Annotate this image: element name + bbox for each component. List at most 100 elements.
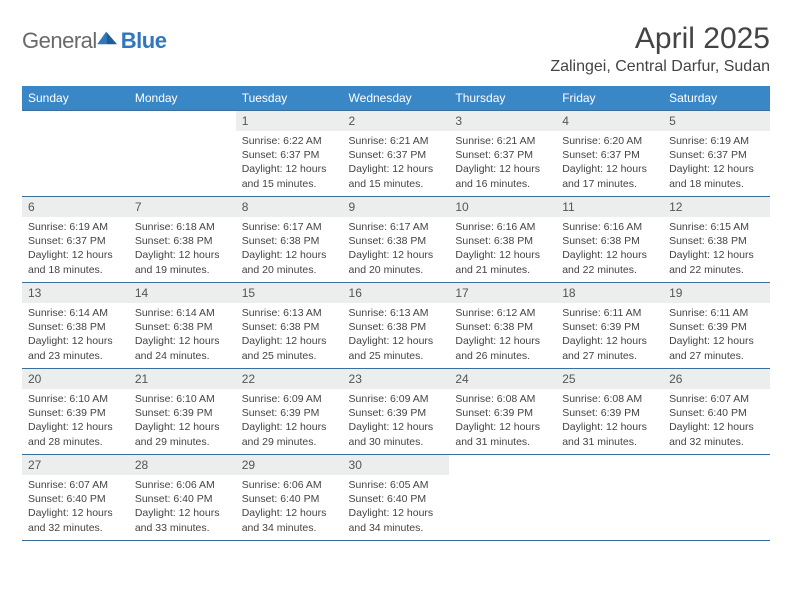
calendar-cell: 4Sunrise: 6:20 AMSunset: 6:37 PMDaylight… — [556, 111, 663, 197]
calendar-cell: 19Sunrise: 6:11 AMSunset: 6:39 PMDayligh… — [663, 283, 770, 369]
day-number: 2 — [343, 111, 450, 131]
calendar-cell: 13Sunrise: 6:14 AMSunset: 6:38 PMDayligh… — [22, 283, 129, 369]
calendar-cell: 8Sunrise: 6:17 AMSunset: 6:38 PMDaylight… — [236, 197, 343, 283]
calendar-week: 13Sunrise: 6:14 AMSunset: 6:38 PMDayligh… — [22, 283, 770, 369]
day-details: Sunrise: 6:08 AMSunset: 6:39 PMDaylight:… — [449, 389, 556, 453]
bottom-rule — [22, 541, 770, 542]
calendar-cell: 3Sunrise: 6:21 AMSunset: 6:37 PMDaylight… — [449, 111, 556, 197]
calendar-cell: 14Sunrise: 6:14 AMSunset: 6:38 PMDayligh… — [129, 283, 236, 369]
day-number: 13 — [22, 283, 129, 303]
calendar-week: 1Sunrise: 6:22 AMSunset: 6:37 PMDaylight… — [22, 111, 770, 197]
dow-header: Wednesday — [343, 86, 450, 111]
day-number: 9 — [343, 197, 450, 217]
calendar-cell: 10Sunrise: 6:16 AMSunset: 6:38 PMDayligh… — [449, 197, 556, 283]
day-details: Sunrise: 6:13 AMSunset: 6:38 PMDaylight:… — [236, 303, 343, 367]
day-number: 27 — [22, 455, 129, 475]
calendar-cell: 21Sunrise: 6:10 AMSunset: 6:39 PMDayligh… — [129, 369, 236, 455]
day-number: 1 — [236, 111, 343, 131]
day-details: Sunrise: 6:17 AMSunset: 6:38 PMDaylight:… — [343, 217, 450, 281]
day-number: 3 — [449, 111, 556, 131]
calendar-week: 6Sunrise: 6:19 AMSunset: 6:37 PMDaylight… — [22, 197, 770, 283]
calendar-body: 1Sunrise: 6:22 AMSunset: 6:37 PMDaylight… — [22, 111, 770, 542]
calendar-cell: 22Sunrise: 6:09 AMSunset: 6:39 PMDayligh… — [236, 369, 343, 455]
day-number: 30 — [343, 455, 450, 475]
logo-mark-icon — [97, 28, 119, 46]
calendar-cell: 1Sunrise: 6:22 AMSunset: 6:37 PMDaylight… — [236, 111, 343, 197]
day-number: 8 — [236, 197, 343, 217]
day-details: Sunrise: 6:14 AMSunset: 6:38 PMDaylight:… — [129, 303, 236, 367]
dow-header: Saturday — [663, 86, 770, 111]
day-details: Sunrise: 6:06 AMSunset: 6:40 PMDaylight:… — [129, 475, 236, 539]
calendar-cell: 2Sunrise: 6:21 AMSunset: 6:37 PMDaylight… — [343, 111, 450, 197]
header: General Blue April 2025 Zalingei, Centra… — [22, 22, 770, 76]
day-details: Sunrise: 6:19 AMSunset: 6:37 PMDaylight:… — [22, 217, 129, 281]
calendar-week: 20Sunrise: 6:10 AMSunset: 6:39 PMDayligh… — [22, 369, 770, 455]
calendar-cell: 18Sunrise: 6:11 AMSunset: 6:39 PMDayligh… — [556, 283, 663, 369]
day-number: 15 — [236, 283, 343, 303]
day-details: Sunrise: 6:10 AMSunset: 6:39 PMDaylight:… — [129, 389, 236, 453]
day-details: Sunrise: 6:06 AMSunset: 6:40 PMDaylight:… — [236, 475, 343, 539]
calendar-week: 27Sunrise: 6:07 AMSunset: 6:40 PMDayligh… — [22, 455, 770, 541]
day-details: Sunrise: 6:12 AMSunset: 6:38 PMDaylight:… — [449, 303, 556, 367]
day-number: 17 — [449, 283, 556, 303]
day-number: 28 — [129, 455, 236, 475]
dow-header: Friday — [556, 86, 663, 111]
day-number: 22 — [236, 369, 343, 389]
day-number: 5 — [663, 111, 770, 131]
day-number: 16 — [343, 283, 450, 303]
day-number: 10 — [449, 197, 556, 217]
day-number: 23 — [343, 369, 450, 389]
calendar-cell: 26Sunrise: 6:07 AMSunset: 6:40 PMDayligh… — [663, 369, 770, 455]
calendar-cell: 23Sunrise: 6:09 AMSunset: 6:39 PMDayligh… — [343, 369, 450, 455]
day-number: 6 — [22, 197, 129, 217]
calendar-cell: 7Sunrise: 6:18 AMSunset: 6:38 PMDaylight… — [129, 197, 236, 283]
day-details: Sunrise: 6:22 AMSunset: 6:37 PMDaylight:… — [236, 131, 343, 195]
calendar-cell: 27Sunrise: 6:07 AMSunset: 6:40 PMDayligh… — [22, 455, 129, 541]
calendar-cell — [22, 111, 129, 197]
day-number: 25 — [556, 369, 663, 389]
day-number: 14 — [129, 283, 236, 303]
day-details: Sunrise: 6:19 AMSunset: 6:37 PMDaylight:… — [663, 131, 770, 195]
calendar-cell: 24Sunrise: 6:08 AMSunset: 6:39 PMDayligh… — [449, 369, 556, 455]
calendar-cell — [663, 455, 770, 541]
day-number: 21 — [129, 369, 236, 389]
calendar-cell: 30Sunrise: 6:05 AMSunset: 6:40 PMDayligh… — [343, 455, 450, 541]
day-details: Sunrise: 6:11 AMSunset: 6:39 PMDaylight:… — [556, 303, 663, 367]
calendar-cell: 16Sunrise: 6:13 AMSunset: 6:38 PMDayligh… — [343, 283, 450, 369]
day-details: Sunrise: 6:07 AMSunset: 6:40 PMDaylight:… — [22, 475, 129, 539]
day-number: 29 — [236, 455, 343, 475]
calendar-cell: 29Sunrise: 6:06 AMSunset: 6:40 PMDayligh… — [236, 455, 343, 541]
day-details: Sunrise: 6:09 AMSunset: 6:39 PMDaylight:… — [236, 389, 343, 453]
dow-header: Monday — [129, 86, 236, 111]
calendar-cell — [129, 111, 236, 197]
day-number: 12 — [663, 197, 770, 217]
day-details: Sunrise: 6:14 AMSunset: 6:38 PMDaylight:… — [22, 303, 129, 367]
day-details: Sunrise: 6:07 AMSunset: 6:40 PMDaylight:… — [663, 389, 770, 453]
calendar-table: SundayMondayTuesdayWednesdayThursdayFrid… — [22, 86, 770, 541]
day-details: Sunrise: 6:16 AMSunset: 6:38 PMDaylight:… — [556, 217, 663, 281]
calendar-cell: 9Sunrise: 6:17 AMSunset: 6:38 PMDaylight… — [343, 197, 450, 283]
title-block: April 2025 Zalingei, Central Darfur, Sud… — [550, 22, 770, 76]
calendar-cell: 25Sunrise: 6:08 AMSunset: 6:39 PMDayligh… — [556, 369, 663, 455]
dow-header: Tuesday — [236, 86, 343, 111]
day-details: Sunrise: 6:16 AMSunset: 6:38 PMDaylight:… — [449, 217, 556, 281]
dow-header: Thursday — [449, 86, 556, 111]
day-details: Sunrise: 6:21 AMSunset: 6:37 PMDaylight:… — [449, 131, 556, 195]
day-number: 11 — [556, 197, 663, 217]
day-number: 7 — [129, 197, 236, 217]
logo: General Blue — [22, 22, 166, 54]
calendar-cell: 20Sunrise: 6:10 AMSunset: 6:39 PMDayligh… — [22, 369, 129, 455]
day-details: Sunrise: 6:20 AMSunset: 6:37 PMDaylight:… — [556, 131, 663, 195]
days-of-week-row: SundayMondayTuesdayWednesdayThursdayFrid… — [22, 86, 770, 111]
day-number: 24 — [449, 369, 556, 389]
day-details: Sunrise: 6:13 AMSunset: 6:38 PMDaylight:… — [343, 303, 450, 367]
calendar-cell: 28Sunrise: 6:06 AMSunset: 6:40 PMDayligh… — [129, 455, 236, 541]
month-title: April 2025 — [550, 22, 770, 56]
day-details: Sunrise: 6:10 AMSunset: 6:39 PMDaylight:… — [22, 389, 129, 453]
calendar-cell: 12Sunrise: 6:15 AMSunset: 6:38 PMDayligh… — [663, 197, 770, 283]
calendar-cell: 6Sunrise: 6:19 AMSunset: 6:37 PMDaylight… — [22, 197, 129, 283]
day-number: 20 — [22, 369, 129, 389]
day-number: 4 — [556, 111, 663, 131]
logo-word-general: General — [22, 28, 97, 54]
day-details: Sunrise: 6:17 AMSunset: 6:38 PMDaylight:… — [236, 217, 343, 281]
